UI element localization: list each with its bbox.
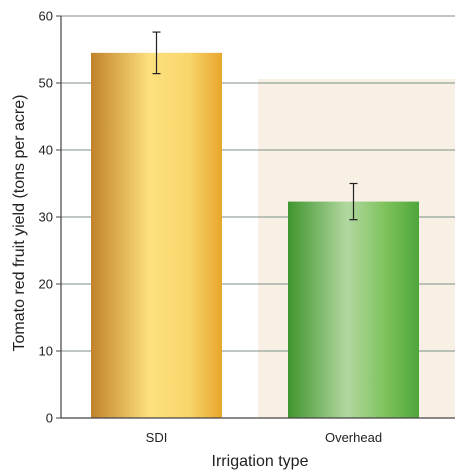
error-bar	[349, 182, 358, 221]
y-axis-title: Tomato red fruit yield (tons per acre)	[11, 95, 28, 352]
bar-overhead	[288, 201, 419, 418]
x-tick-labels: SDI Overhead	[146, 430, 382, 445]
x-tick-label: Overhead	[325, 430, 382, 445]
x-axis-title: Irrigation type	[212, 453, 309, 470]
error-bars	[152, 31, 358, 221]
y-tick-label: 10	[39, 344, 53, 359]
bars	[91, 52, 419, 418]
y-tick-label: 50	[39, 76, 53, 91]
error-bar	[152, 31, 161, 75]
y-tick-label: 40	[39, 143, 53, 158]
y-tick-label: 60	[39, 9, 53, 24]
y-tick-labels: 0 10 20 30 40 50 60	[39, 9, 61, 426]
y-tick-label: 20	[39, 277, 53, 292]
y-tick-label: 0	[46, 411, 53, 426]
y-tick-label: 30	[39, 210, 53, 225]
bar-sdi	[91, 52, 222, 418]
x-tick-label: SDI	[146, 430, 168, 445]
